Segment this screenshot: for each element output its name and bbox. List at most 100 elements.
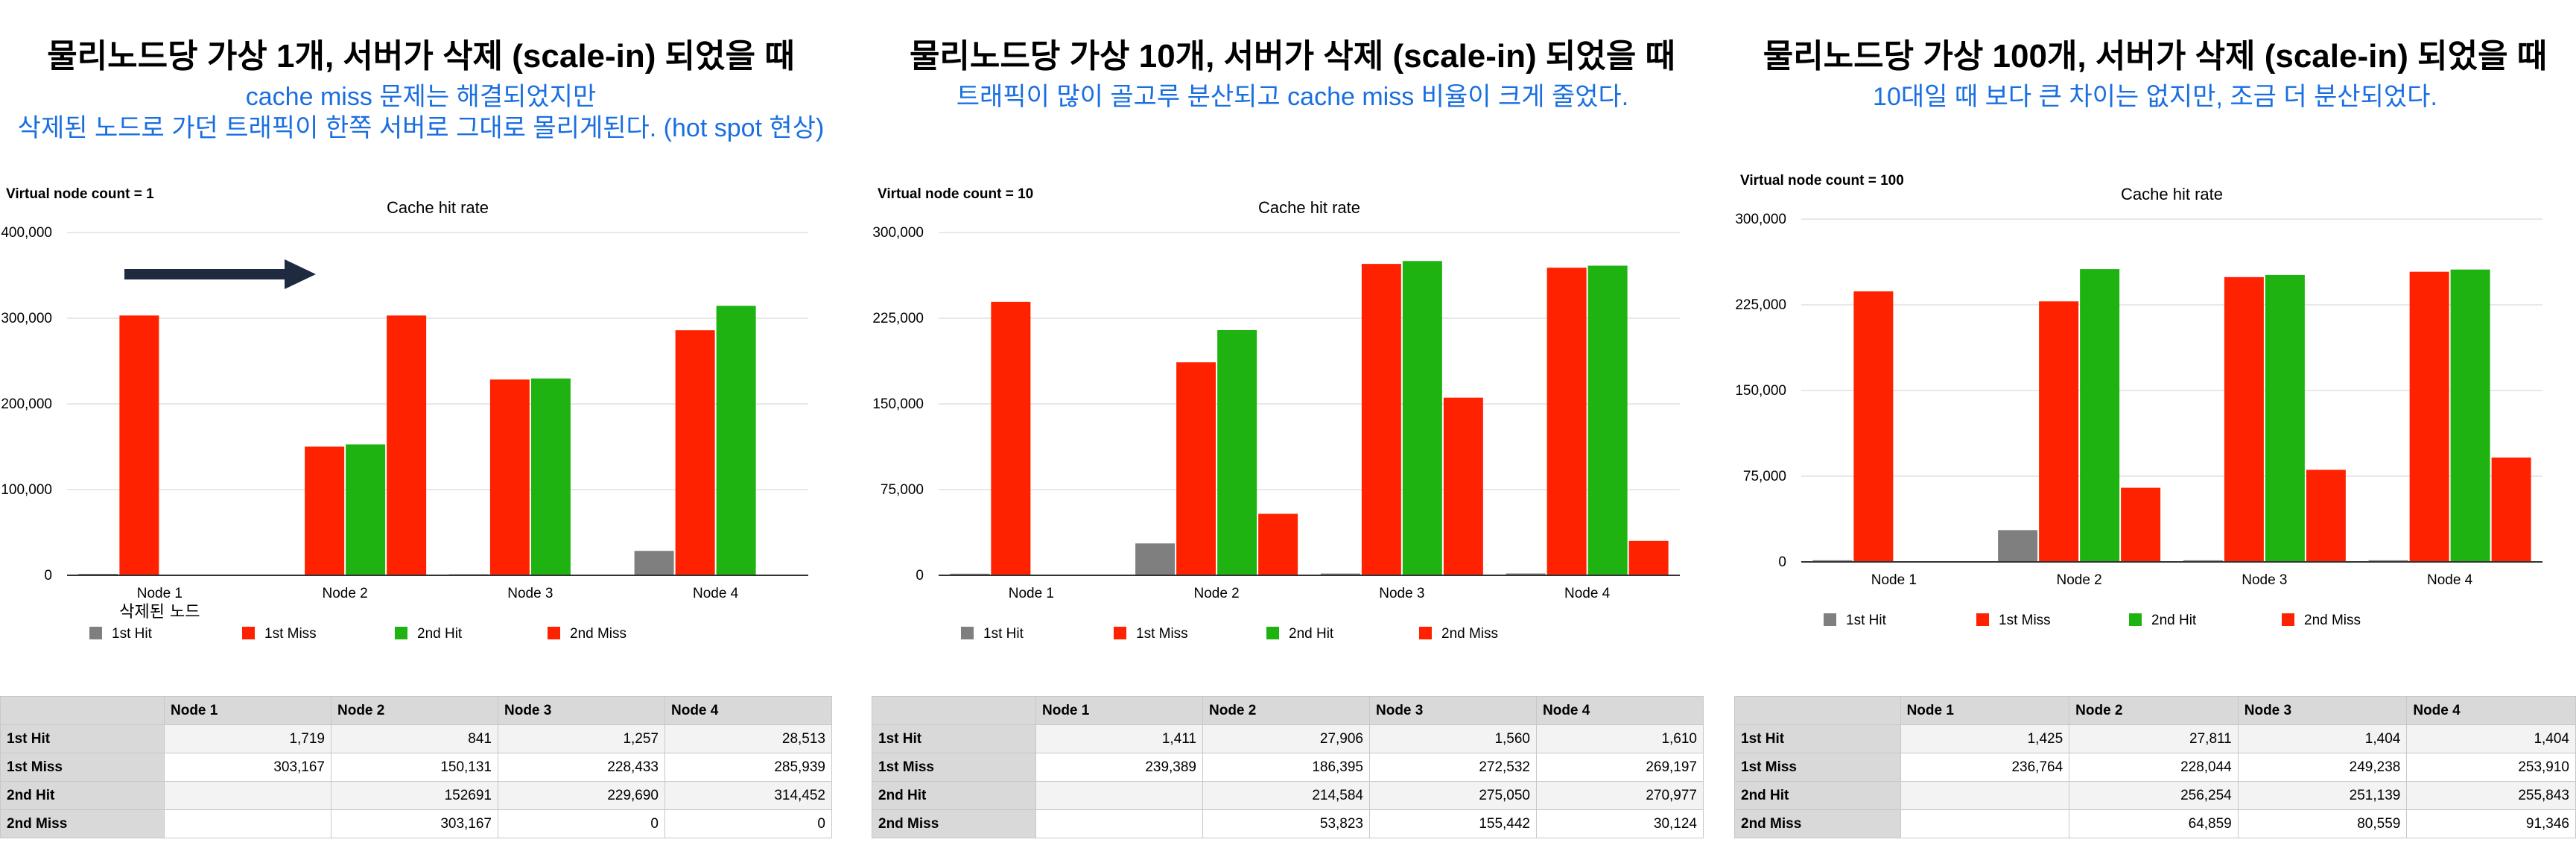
bar-2nd-miss	[1628, 540, 1669, 575]
legend-label: 2nd Hit	[417, 626, 463, 642]
y-tick-label: 150,000	[872, 396, 924, 412]
column-header	[1734, 696, 1901, 725]
table-cell: 229,690	[498, 781, 665, 810]
row-header: 1st Hit	[1734, 724, 1901, 753]
legend-swatch	[1976, 613, 1989, 626]
legend-swatch	[242, 627, 255, 639]
legend-swatch	[2129, 613, 2142, 626]
row-header: 1st Hit	[0, 724, 165, 753]
table-cell: 285,939	[664, 753, 832, 782]
column-header: Node 4	[1536, 696, 1704, 725]
column-header: Node 4	[2406, 696, 2576, 725]
table-cell: 80,559	[2237, 809, 2408, 838]
table-cell	[1900, 781, 2070, 810]
y-tick-label: 0	[916, 568, 924, 584]
y-tick-label: 0	[44, 568, 52, 584]
legend-swatch	[1824, 613, 1836, 626]
panel-subtitle: 삭제된 노드로 가던 트래픽이 한쪽 서버로 그대로 몰리게된다. (hot s…	[17, 114, 825, 142]
table-cell: 152691	[331, 781, 498, 810]
bar-1st-hit	[950, 573, 990, 575]
table-cell: 27,906	[1202, 724, 1370, 753]
x-tick-label: Node 1	[1871, 572, 1917, 588]
x-tick-label: Node 1	[137, 586, 183, 601]
bar-2nd-hit	[530, 378, 571, 575]
legend-label: 1st Miss	[1136, 626, 1188, 642]
x-tick-label: Node 2	[1193, 586, 1239, 601]
column-header	[872, 696, 1036, 725]
bar-chart: Virtual node count = 100 Cache hit rate 0 7…	[1735, 173, 2542, 628]
table-row: 2nd Hit 256,254 251,139 255,843	[1734, 781, 2576, 810]
table-row: 2nd Miss 64,859 80,559 91,346	[1734, 809, 2576, 838]
bar-chart: Virtual node count = 1 Cache hit rate 0 100…	[1, 186, 808, 642]
table-cell	[164, 781, 331, 810]
bar-2nd-miss	[2121, 487, 2161, 562]
legend-label: 2nd Hit	[1289, 626, 1334, 642]
table-cell: 1,425	[1900, 724, 2070, 753]
y-tick-label: 300,000	[872, 225, 924, 241]
bar-2nd-miss	[2306, 469, 2346, 562]
table-row: 2nd Miss 303,167 0 0	[0, 809, 832, 838]
panel-vnode-1: 물리노드당 가상 1개, 서버가 삭제 (scale-in) 되었을 때 cac…	[0, 0, 842, 857]
bar-2nd-hit	[2080, 269, 2120, 562]
bar-1st-hit	[2368, 560, 2408, 562]
panel-vnode-10: 물리노드당 가상 10개, 서버가 삭제 (scale-in) 되었을 때 트래…	[872, 0, 1713, 857]
table-cell: 30,124	[1536, 809, 1704, 838]
table-cell: 1,404	[2406, 724, 2576, 753]
bar-1st-miss	[991, 301, 1031, 575]
panel-title: 물리노드당 가상 1개, 서버가 삭제 (scale-in) 되었을 때	[47, 38, 795, 75]
panel-subtitle: 10대일 때 보다 큰 차이는 없지만, 조금 더 분산되었다.	[1873, 83, 2437, 111]
table-cell: 155,442	[1369, 809, 1537, 838]
bar-1st-miss	[1546, 268, 1587, 575]
bar-1st-miss	[305, 446, 345, 575]
chart-title: Cache hit rate	[387, 198, 489, 217]
table-header-row: Node 1 Node 2 Node 3 Node 4	[1734, 696, 2576, 725]
x-tick-label: Node 3	[2242, 572, 2287, 588]
bar-1st-miss	[2224, 276, 2264, 562]
bar-2nd-hit	[1587, 265, 1628, 575]
y-tick-label: 75,000	[881, 482, 924, 498]
y-tick-label: 300,000	[1735, 212, 1786, 227]
legend-label: 1st Miss	[1999, 613, 2051, 628]
bar-1st-hit	[1812, 560, 1853, 562]
column-header: Node 1	[1035, 696, 1203, 725]
table-header-row: Node 1 Node 2 Node 3 Node 4	[0, 696, 832, 725]
table-cell: 303,167	[164, 753, 331, 782]
table-cell: 1,257	[498, 724, 665, 753]
legend-swatch	[1114, 627, 1126, 639]
table-cell: 0	[664, 809, 832, 838]
legend-swatch	[1266, 627, 1279, 639]
table-cell: 239,389	[1035, 753, 1203, 782]
table-cell: 1,610	[1536, 724, 1704, 753]
table-cell: 150,131	[331, 753, 498, 782]
table-row: 2nd Hit 214,584 275,050 270,977	[872, 781, 1704, 810]
y-tick-label: 300,000	[1, 311, 52, 326]
bar-2nd-hit	[2450, 269, 2490, 562]
column-header: Node 2	[2069, 696, 2239, 725]
table-cell: 28,513	[664, 724, 832, 753]
table-row: 1st Miss 303,167 150,131 228,433 285,939	[0, 753, 832, 782]
table-cell: 272,532	[1369, 753, 1537, 782]
x-tick-label: Node 4	[1564, 586, 1611, 601]
data-table: Node 1 Node 2 Node 3 Node 4 1st Hit 1,425 27,8…	[1734, 696, 2576, 838]
data-table: Node 1 Node 2 Node 3 Node 4 1st Hit 1,411 27,9…	[872, 696, 1704, 838]
column-header	[0, 696, 165, 725]
column-header: Node 3	[498, 696, 665, 725]
table-cell: 251,139	[2237, 781, 2408, 810]
corner-label: Virtual node count = 1	[6, 186, 154, 202]
deleted-node-annotation: 삭제된 노드	[119, 603, 200, 622]
table-cell: 1,560	[1369, 724, 1537, 753]
table-cell: 0	[498, 809, 665, 838]
bar-1st-hit	[1998, 530, 2038, 562]
bar-1st-miss	[2409, 271, 2449, 562]
row-header: 1st Miss	[872, 753, 1036, 782]
column-header: Node 1	[1900, 696, 2070, 725]
legend-swatch	[1419, 627, 1432, 639]
corner-label: Virtual node count = 100	[1740, 173, 1904, 189]
x-tick-label: Node 4	[2427, 572, 2473, 588]
y-tick-label: 225,000	[1735, 297, 1786, 313]
x-tick-label: Node 2	[2056, 572, 2101, 588]
table-cell: 275,050	[1369, 781, 1537, 810]
y-tick-label: 400,000	[1, 225, 52, 241]
column-header: Node 3	[2237, 696, 2408, 725]
row-header: 1st Hit	[872, 724, 1036, 753]
